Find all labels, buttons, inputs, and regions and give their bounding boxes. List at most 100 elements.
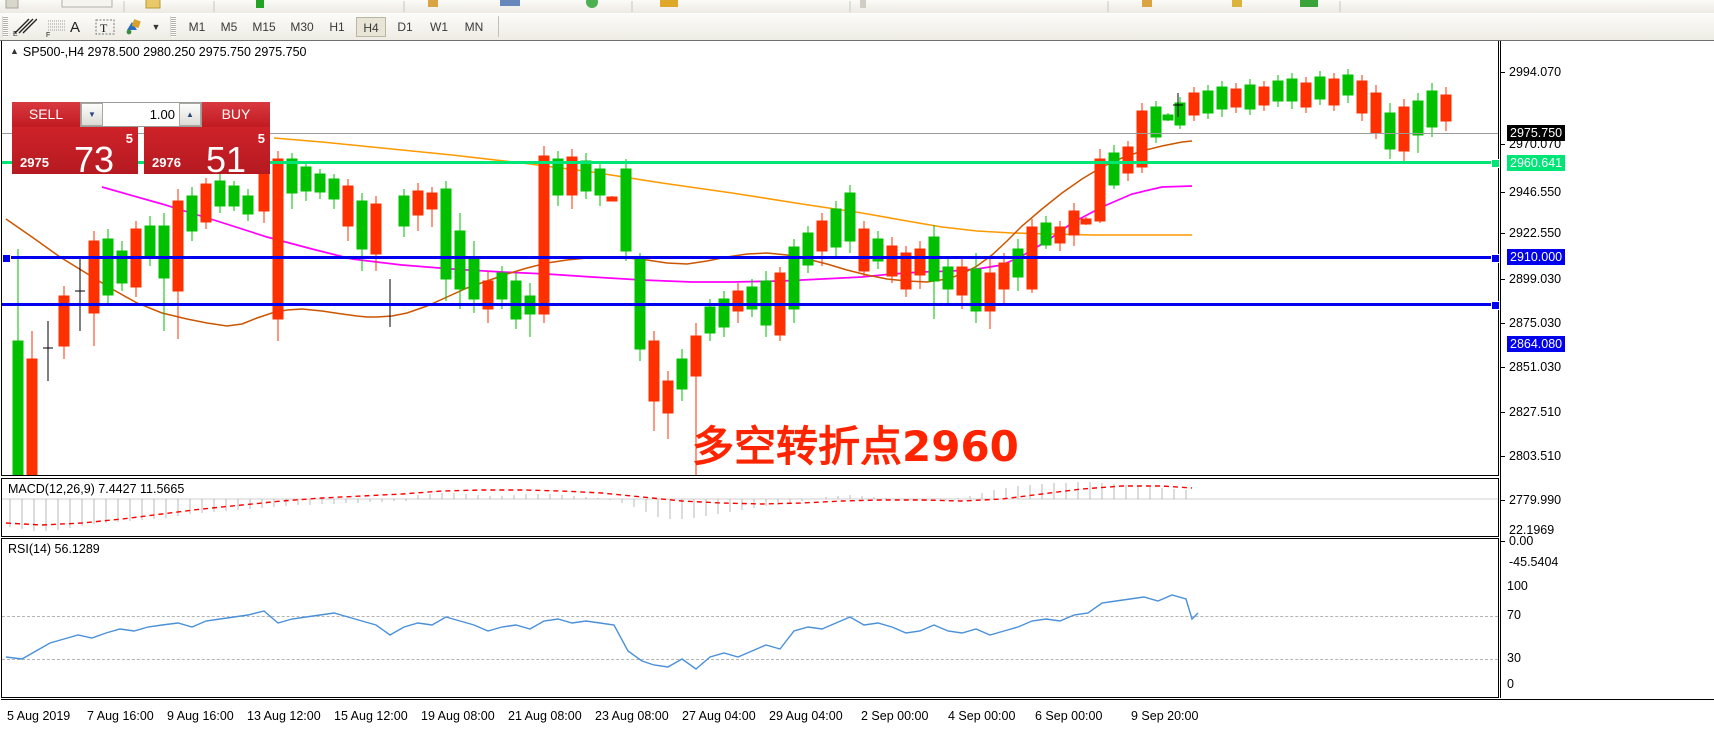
level-line-2975[interactable] xyxy=(2,133,1498,134)
axis-tick xyxy=(1500,72,1505,73)
axis-tick xyxy=(1500,323,1505,324)
drawing-toolbar[interactable]: E F A T ▼ xyxy=(0,13,1714,41)
time-label: 9 Aug 16:00 xyxy=(167,709,234,723)
fibo-fan-icon[interactable]: F xyxy=(44,17,70,37)
toolbar-grip-2[interactable] xyxy=(170,16,176,37)
toolbar-grip-1[interactable] xyxy=(2,16,8,37)
axis-tick xyxy=(1500,192,1505,193)
timeframe-d1[interactable]: D1 xyxy=(397,20,413,34)
ask-price-fraction: 5 xyxy=(257,131,265,146)
support-level-badge-2864: 2864.080 xyxy=(1507,336,1566,352)
axis-tick xyxy=(1500,279,1505,280)
timeframe-h4[interactable]: H4 xyxy=(356,17,386,37)
time-label: 4 Sep 00:00 xyxy=(948,709,1016,723)
chevron-down-icon[interactable]: ▼ xyxy=(81,103,103,126)
top-toolbar-strip[interactable] xyxy=(0,0,1714,14)
time-label: 13 Aug 12:00 xyxy=(247,709,321,723)
macd-pane[interactable]: MACD(12,26,9) 7.4427 11.5665 xyxy=(1,478,1499,537)
svg-text:F: F xyxy=(46,32,50,37)
chart-annotation-text[interactable]: 多空转折点2960 xyxy=(692,422,1019,471)
level-handle-blue-1-left[interactable] xyxy=(2,254,11,263)
rsi-label-100: 100 xyxy=(1507,579,1528,593)
time-axis[interactable]: 5 Aug 2019 7 Aug 16:00 9 Aug 16:00 13 Au… xyxy=(1,699,1714,736)
rsi-label-30: 30 xyxy=(1507,651,1521,665)
price-pane[interactable]: ▲ SP500-,H4 2978.500 2980.250 2975.750 29… xyxy=(1,41,1500,476)
time-label: 29 Aug 04:00 xyxy=(769,709,843,723)
bid-price-prefix: 2975 xyxy=(20,155,49,170)
rsi-pane[interactable]: RSI(14) 56.1289 xyxy=(1,538,1499,698)
timeframe-m30[interactable]: M30 xyxy=(290,20,314,34)
support-level-badge-2910: 2910.000 xyxy=(1507,249,1566,265)
price-label-2946: 2946.550 xyxy=(1509,185,1562,199)
timeframe-m1[interactable]: M1 xyxy=(188,20,206,34)
volume-input[interactable]: ▼ 1.00 ▲ xyxy=(80,102,202,127)
rsi-level-30 xyxy=(2,659,1498,660)
level-line-2960[interactable] xyxy=(2,159,1500,168)
sell-button[interactable]: SELL xyxy=(12,102,80,127)
ask-quote[interactable]: 2976 51 5 xyxy=(144,127,270,174)
price-label-2970: 2970.070 xyxy=(1509,137,1562,151)
trade-button-row: SELL ▼ 1.00 ▲ BUY xyxy=(12,102,270,127)
rsi-level-70 xyxy=(2,616,1498,617)
symbol-info-bar: ▲ SP500-,H4 2978.500 2980.250 2975.750 29… xyxy=(10,45,307,59)
volume-value[interactable]: 1.00 xyxy=(149,107,175,122)
bid-price-fraction: 5 xyxy=(125,131,133,146)
chevron-down-icon[interactable]: ▼ xyxy=(151,22,161,32)
quote-row: 2975 73 5 2976 51 5 xyxy=(12,127,270,174)
text-box-icon[interactable]: T xyxy=(92,17,118,37)
price-label-2899: 2899.030 xyxy=(1509,272,1562,286)
symbol-ohlc-text: SP500-,H4 2978.500 2980.250 2975.750 297… xyxy=(22,45,307,59)
axis-tick xyxy=(1500,233,1505,234)
buy-button[interactable]: BUY xyxy=(202,102,270,127)
price-label-2851: 2851.030 xyxy=(1509,360,1562,374)
shapes-icon[interactable] xyxy=(122,17,148,37)
macd-series xyxy=(2,482,1498,531)
time-label: 23 Aug 08:00 xyxy=(595,709,669,723)
timeframe-w1[interactable]: W1 xyxy=(430,20,448,34)
macd-label-max: 22.1969 xyxy=(1509,523,1555,537)
macd-indicator-title: MACD(12,26,9) 7.4427 11.5665 xyxy=(8,482,185,496)
timeframe-m5[interactable]: M5 xyxy=(220,20,238,34)
chart-area[interactable]: ▲ SP500-,H4 2978.500 2980.250 2975.750 29… xyxy=(0,40,1714,736)
rsi-indicator-title: RSI(14) 56.1289 xyxy=(8,542,100,556)
collapse-triangle-icon[interactable]: ▲ xyxy=(10,46,19,56)
bid-price-main: 73 xyxy=(73,139,114,175)
timeframe-mn[interactable]: MN xyxy=(464,20,484,34)
level-line-2864[interactable] xyxy=(2,301,1500,310)
rsi-label-0: 0 xyxy=(1507,677,1514,691)
axis-tick xyxy=(1500,541,1505,542)
time-label: 21 Aug 08:00 xyxy=(508,709,582,723)
level-handle-green[interactable] xyxy=(1491,159,1500,168)
level-handle-blue-1[interactable] xyxy=(1491,254,1500,263)
price-label-2779: 2779.990 xyxy=(1509,493,1562,507)
price-label-2827: 2827.510 xyxy=(1509,405,1562,419)
fibo-expansion-icon[interactable]: E xyxy=(12,17,38,37)
time-label: 7 Aug 16:00 xyxy=(87,709,154,723)
rsi-label-70: 70 xyxy=(1507,608,1521,622)
price-label-2875: 2875.030 xyxy=(1509,316,1562,330)
time-label: 6 Sep 00:00 xyxy=(1035,709,1103,723)
price-axis[interactable]: 2994.070 2975.750 2970.070 2960.641 2946… xyxy=(1500,41,1714,698)
axis-tick xyxy=(1500,412,1505,413)
macd-label-min: -45.5404 xyxy=(1509,555,1559,569)
svg-text:E: E xyxy=(13,31,18,37)
axis-tick xyxy=(1500,456,1505,457)
level-line-2910[interactable] xyxy=(2,254,1500,263)
price-label-2922: 2922.550 xyxy=(1509,226,1562,240)
price-label-2994: 2994.070 xyxy=(1509,65,1562,79)
time-label: 15 Aug 12:00 xyxy=(334,709,408,723)
top-toolbar-icons xyxy=(5,0,1341,12)
one-click-trading-panel[interactable]: SELL ▼ 1.00 ▲ BUY 2975 73 5 2976 xyxy=(12,102,270,174)
level-handle-blue-2[interactable] xyxy=(1491,301,1500,310)
price-label-2803: 2803.510 xyxy=(1509,449,1562,463)
chevron-up-icon[interactable]: ▲ xyxy=(179,103,201,126)
svg-text:T: T xyxy=(100,21,108,35)
timeframe-m15[interactable]: M15 xyxy=(252,20,276,34)
axis-tick xyxy=(1500,500,1505,501)
axis-tick xyxy=(1500,144,1505,145)
timeframe-h1[interactable]: H1 xyxy=(329,20,345,34)
bid-quote[interactable]: 2975 73 5 xyxy=(12,127,138,174)
text-label-icon[interactable]: A xyxy=(69,18,80,36)
axis-tick xyxy=(1500,367,1505,368)
